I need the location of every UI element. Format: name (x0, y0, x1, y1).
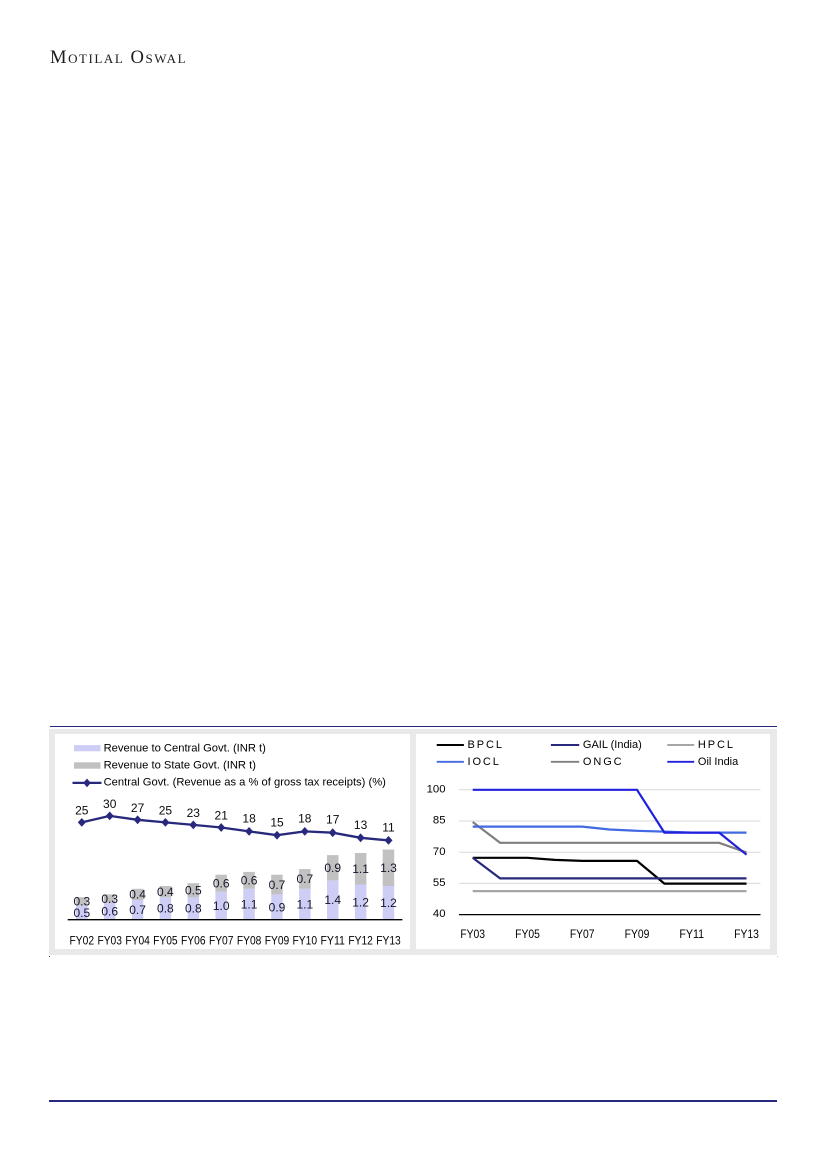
svg-text:13: 13 (354, 818, 368, 832)
svg-text:0.3: 0.3 (101, 892, 118, 906)
svg-text:18: 18 (298, 811, 312, 825)
svg-text:27: 27 (131, 801, 145, 815)
svg-text:FY13: FY13 (734, 928, 759, 941)
svg-text:25: 25 (75, 804, 89, 818)
svg-text:FY03: FY03 (97, 935, 122, 948)
svg-text:IOCL: IOCL (468, 756, 501, 768)
svg-text:FY05: FY05 (153, 935, 178, 948)
svg-text:100: 100 (427, 783, 446, 795)
svg-text:15: 15 (270, 815, 284, 829)
svg-text:FY07: FY07 (570, 928, 595, 941)
svg-text:1.0: 1.0 (213, 899, 230, 913)
svg-text:Central Govt. (Revenue as a %: Central Govt. (Revenue as a % of gross t… (104, 776, 387, 788)
svg-text:85: 85 (433, 815, 446, 827)
svg-text:23: 23 (187, 806, 201, 820)
svg-text:0.7: 0.7 (296, 872, 313, 886)
svg-text:0.4: 0.4 (129, 888, 146, 902)
svg-text:HPCL: HPCL (698, 739, 735, 751)
svg-text:1.4: 1.4 (324, 893, 341, 907)
svg-text:1.2: 1.2 (380, 896, 397, 910)
svg-text:1.2: 1.2 (352, 895, 369, 909)
svg-text:1.3: 1.3 (380, 861, 397, 875)
svg-text:Oil India: Oil India (698, 756, 739, 768)
svg-text:18: 18 (242, 811, 256, 825)
svg-text:55: 55 (433, 877, 446, 889)
svg-text:FY12: FY12 (348, 935, 373, 948)
svg-text:40: 40 (433, 908, 446, 920)
svg-text:0.9: 0.9 (324, 861, 341, 875)
svg-text:0.8: 0.8 (185, 902, 202, 916)
svg-text:Revenue to Central Govt. (INR: Revenue to Central Govt. (INR t) (104, 743, 267, 755)
svg-text:0.9: 0.9 (269, 900, 286, 914)
svg-text:21: 21 (215, 809, 229, 823)
svg-text:FY04: FY04 (125, 935, 150, 948)
svg-text:FY10: FY10 (293, 935, 318, 948)
svg-text:1.1: 1.1 (296, 897, 313, 911)
svg-text:FY11: FY11 (320, 935, 345, 948)
svg-text:0.8: 0.8 (157, 902, 174, 916)
svg-text:FY09: FY09 (265, 935, 290, 948)
svg-text:FY09: FY09 (625, 928, 650, 941)
svg-text:1.1: 1.1 (352, 862, 369, 876)
svg-text:25: 25 (159, 804, 173, 818)
svg-text:0.7: 0.7 (129, 903, 146, 917)
svg-text:30: 30 (103, 797, 117, 811)
svg-text:0.5: 0.5 (73, 906, 90, 920)
svg-text:BPCL: BPCL (468, 739, 504, 751)
svg-text:70: 70 (433, 846, 446, 858)
svg-text:0.4: 0.4 (157, 885, 174, 899)
svg-text:0.6: 0.6 (101, 905, 118, 919)
svg-text:Revenue to State Govt. (INR t): Revenue to State Govt. (INR t) (104, 759, 257, 771)
svg-text:0.6: 0.6 (241, 874, 258, 888)
svg-text:GAIL (India): GAIL (India) (583, 739, 642, 751)
svg-text:17: 17 (326, 813, 340, 827)
svg-text:FY11: FY11 (679, 928, 704, 941)
svg-text:FY08: FY08 (237, 935, 262, 948)
svg-text:FY02: FY02 (70, 935, 95, 948)
svg-text:0.6: 0.6 (213, 876, 230, 890)
svg-text:FY06: FY06 (181, 935, 206, 948)
svg-text:0.7: 0.7 (269, 878, 286, 892)
svg-text:0.5: 0.5 (185, 883, 202, 897)
svg-text:FY03: FY03 (460, 928, 485, 941)
svg-text:11: 11 (382, 820, 395, 834)
svg-text:FY13: FY13 (376, 935, 401, 948)
svg-text:0.3: 0.3 (73, 895, 90, 909)
svg-text:ONGC: ONGC (583, 756, 624, 768)
svg-text:1.1: 1.1 (241, 897, 258, 911)
svg-text:FY07: FY07 (209, 935, 234, 948)
svg-text:FY05: FY05 (515, 928, 540, 941)
